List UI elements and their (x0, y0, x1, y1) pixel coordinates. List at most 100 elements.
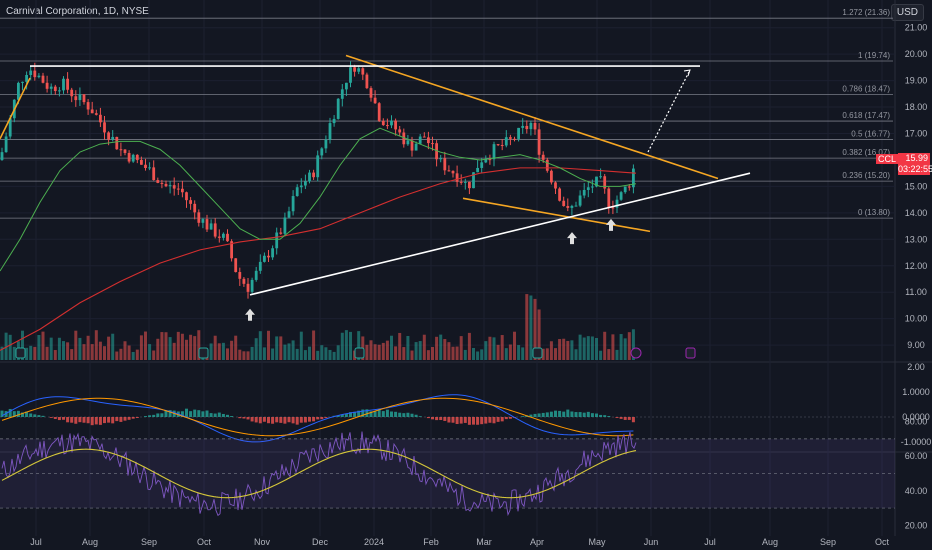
macd-histogram-bar (258, 417, 262, 424)
volume-bar (123, 341, 127, 360)
candle-body (103, 122, 106, 133)
x-tick-label: Jul (30, 537, 42, 547)
macd-histogram-bar (246, 417, 250, 420)
candle-body (213, 223, 217, 237)
candle-body (394, 120, 397, 130)
candle-body (135, 154, 139, 160)
macd-histogram-bar (574, 412, 578, 417)
volume-bar (127, 345, 131, 360)
x-tick-label: Feb (423, 537, 439, 547)
dividend-marker-icon (630, 347, 642, 359)
candle-body (537, 129, 541, 155)
macd-histogram-bar (562, 411, 566, 417)
macd-histogram-bar (492, 417, 496, 424)
macd-histogram-bar (74, 417, 78, 424)
candle-body (0, 152, 4, 160)
rsi-line (1, 431, 637, 517)
volume-bar (586, 336, 590, 360)
volume-bar (570, 340, 574, 360)
macd-histogram-bar (98, 417, 102, 425)
earnings-marker-icon (532, 347, 543, 359)
candle-body (586, 187, 590, 190)
macd-histogram-bar (0, 410, 4, 417)
candle-body (611, 207, 615, 209)
x-tick-label: Jun (644, 537, 659, 547)
candle-body (127, 152, 131, 162)
volume-bar (349, 331, 352, 360)
candle-body (496, 144, 500, 146)
volume-bar (357, 331, 361, 360)
candle-body (238, 272, 242, 279)
volume-bar (541, 348, 545, 360)
volume-bar (0, 346, 4, 360)
macd-histogram-bar (369, 411, 373, 417)
candle-body (398, 129, 402, 133)
macd-histogram-bar (271, 417, 275, 424)
macd-tick-label: -1.0000 (901, 437, 932, 447)
candle-body (406, 140, 410, 145)
up-arrow-icon (567, 232, 577, 245)
volume-bar (271, 348, 275, 360)
macd-histogram-bar (537, 413, 541, 417)
trendline-orange (462, 197, 651, 233)
volume-bar (447, 342, 451, 360)
volume-bar (226, 348, 229, 360)
candle-body (349, 67, 352, 83)
volume-bar (344, 330, 348, 360)
volume-bar (488, 336, 492, 360)
macd-histogram-bar (340, 414, 344, 417)
volume-bar (426, 350, 430, 360)
candle-body (115, 136, 119, 150)
volume-bar (275, 336, 279, 360)
macd-histogram-bar (521, 416, 525, 417)
volume-bar (115, 351, 119, 360)
macd-histogram-bar (463, 417, 467, 423)
macd-histogram-bar (353, 411, 357, 417)
macd-histogram-bar (324, 417, 328, 418)
candle-body (418, 136, 422, 144)
currency-button[interactable]: USD (890, 4, 924, 21)
projection-arrow-head (683, 69, 691, 77)
candle-body (230, 241, 233, 259)
macd-histogram-bar (25, 411, 29, 417)
candle-body (480, 162, 484, 168)
candle-body (381, 120, 385, 126)
rsi-ma-line (1, 448, 637, 499)
macd-histogram-bar (623, 417, 627, 420)
macd-histogram-bar (504, 417, 508, 420)
x-tick-label: Aug (762, 537, 778, 547)
chart-title: Carnival Corporation, 1D, NYSE (6, 6, 149, 17)
candle-body (328, 123, 332, 140)
macd-histogram-bar (82, 417, 86, 423)
macd-histogram-bar (344, 413, 348, 417)
volume-bar (156, 338, 160, 360)
volume-bar (340, 332, 344, 360)
volume-bar (476, 351, 480, 360)
macd-histogram-bar (390, 411, 393, 417)
candle-body (463, 181, 467, 183)
macd-histogram-bar (631, 417, 635, 423)
bar-countdown: 03:22:55 (898, 164, 932, 174)
candle-body (402, 132, 406, 145)
candle-body (49, 86, 53, 89)
macd-histogram-bar (607, 415, 611, 417)
candle-body (603, 176, 607, 189)
candle-body (619, 192, 623, 200)
macd-histogram-bar (242, 417, 246, 419)
candle-body (82, 94, 86, 103)
candle-body (390, 120, 393, 126)
macd-histogram-bar (131, 417, 135, 419)
macd-histogram-bar (459, 417, 463, 424)
volume-bar (578, 334, 582, 360)
macd-histogram-bar (529, 414, 533, 417)
candle-body (90, 109, 94, 114)
candle-body (582, 189, 586, 196)
candle-body (447, 170, 451, 172)
macd-histogram-bar (291, 417, 295, 424)
volume-bar (86, 335, 90, 360)
candle-body (271, 248, 274, 258)
macd-histogram-bar (185, 408, 188, 417)
volume-bar (332, 351, 336, 360)
volume-bar (517, 345, 521, 360)
